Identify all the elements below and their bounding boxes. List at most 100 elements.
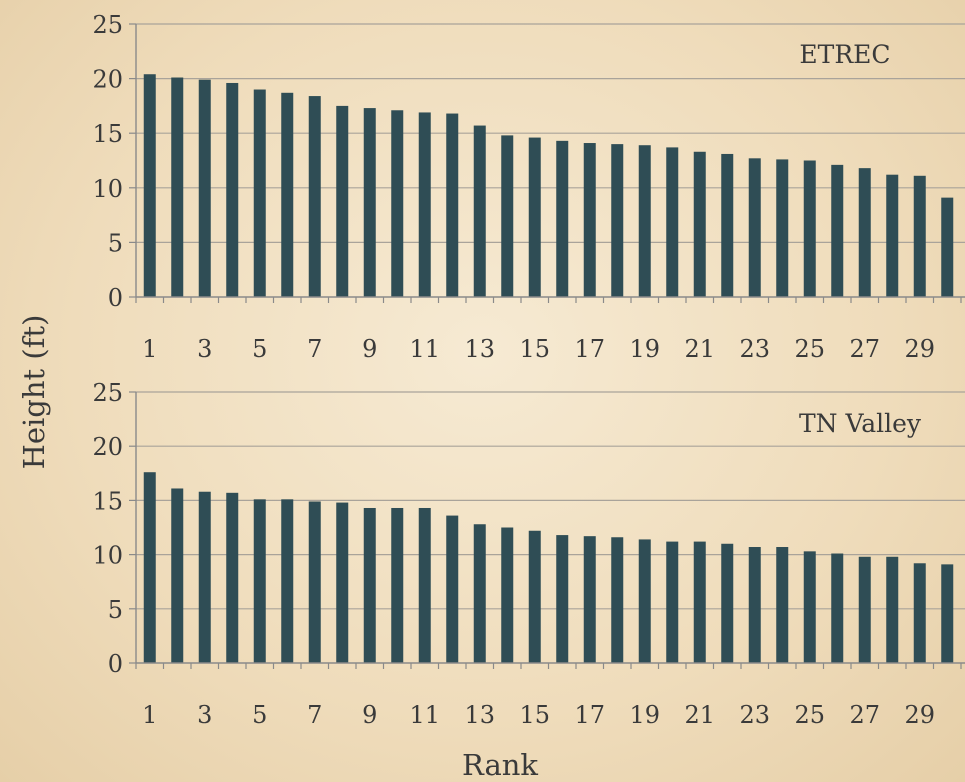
bar: [391, 110, 404, 297]
bar: [446, 515, 459, 663]
bar: [941, 564, 954, 663]
x-tick-label: 27: [849, 335, 880, 363]
x-tick-label: 9: [362, 701, 377, 729]
bar: [638, 145, 651, 297]
bar: [308, 96, 321, 298]
bar: [666, 147, 679, 297]
bar: [721, 153, 734, 297]
y-tick-label: 0: [108, 284, 123, 312]
x-tick-label: 3: [197, 335, 212, 363]
bar: [803, 551, 816, 663]
x-tick-label: 11: [409, 701, 440, 729]
bar: [913, 563, 926, 663]
bar: [528, 137, 541, 297]
x-tick-label: 23: [739, 701, 770, 729]
bar: [171, 488, 184, 663]
x-tick-label: 23: [739, 335, 770, 363]
bar: [858, 556, 871, 663]
bar: [528, 530, 541, 663]
bar: [226, 492, 239, 663]
bar: [363, 108, 376, 297]
bar: [721, 543, 734, 663]
bar: [501, 527, 514, 663]
bar: [748, 547, 761, 663]
bar: [473, 125, 486, 297]
bar: [583, 143, 596, 297]
y-axis-label: Height (ft): [17, 315, 51, 470]
x-tick-label: 17: [574, 335, 605, 363]
bar: [666, 541, 679, 663]
bar: [226, 82, 239, 297]
bar: [583, 536, 596, 663]
bar: [391, 507, 404, 663]
bar: [336, 502, 349, 663]
x-tick-label: 15: [519, 701, 550, 729]
bar: [253, 89, 266, 298]
x-tick-label: 21: [684, 335, 715, 363]
x-tick-label: 19: [629, 335, 660, 363]
bar: [501, 135, 514, 297]
bar: [886, 174, 899, 297]
bar: [913, 175, 926, 297]
bar: [198, 491, 211, 663]
bar: [281, 499, 294, 663]
x-tick-label: 3: [197, 701, 212, 729]
bar: [308, 501, 321, 663]
x-tick-label: 9: [362, 335, 377, 363]
x-tick-label: 1: [142, 335, 157, 363]
bar: [803, 160, 816, 297]
bar: [171, 77, 184, 298]
bar: [831, 553, 844, 663]
x-tick-label: 13: [464, 701, 495, 729]
bar: [776, 159, 789, 297]
bar: [748, 158, 761, 297]
bar: [446, 113, 459, 297]
bar: [831, 164, 844, 297]
x-tick-label: 11: [409, 335, 440, 363]
bar: [336, 105, 349, 298]
x-tick-label: 5: [252, 335, 267, 363]
bar: [143, 74, 156, 298]
x-tick-label: 25: [794, 701, 825, 729]
y-tick-label: 15: [92, 120, 123, 148]
bar: [611, 537, 624, 663]
y-tick-label: 10: [92, 542, 123, 570]
bar: [776, 547, 789, 663]
bar: [253, 499, 266, 663]
bar: [473, 524, 486, 663]
bar: [693, 151, 706, 297]
x-tick-label: 21: [684, 701, 715, 729]
panel-annotation: TN Valley: [799, 409, 922, 438]
x-tick-label: 1: [142, 701, 157, 729]
bar: [556, 535, 569, 663]
bar: [941, 197, 954, 297]
bar: [418, 112, 431, 298]
x-tick-label: 13: [464, 335, 495, 363]
x-tick-label: 7: [307, 701, 322, 729]
bar: [418, 507, 431, 663]
x-tick-label: 25: [794, 335, 825, 363]
y-tick-label: 5: [108, 596, 123, 624]
y-tick-label: 25: [92, 11, 123, 39]
bar: [886, 556, 899, 663]
bar: [363, 507, 376, 663]
bar: [611, 144, 624, 297]
x-tick-label: 7: [307, 335, 322, 363]
bar: [693, 541, 706, 663]
y-tick-label: 15: [92, 487, 123, 515]
x-tick-label: 19: [629, 701, 660, 729]
x-tick-label: 15: [519, 335, 550, 363]
bar: [556, 140, 569, 297]
bar: [198, 79, 211, 297]
y-tick-label: 0: [108, 650, 123, 678]
x-tick-label: 17: [574, 701, 605, 729]
y-tick-label: 5: [108, 229, 123, 257]
panel-annotation: ETREC: [799, 40, 890, 69]
x-axis-label: Rank: [462, 748, 538, 782]
x-tick-label: 29: [904, 701, 935, 729]
y-tick-label: 25: [92, 379, 123, 407]
bar: [281, 92, 294, 298]
